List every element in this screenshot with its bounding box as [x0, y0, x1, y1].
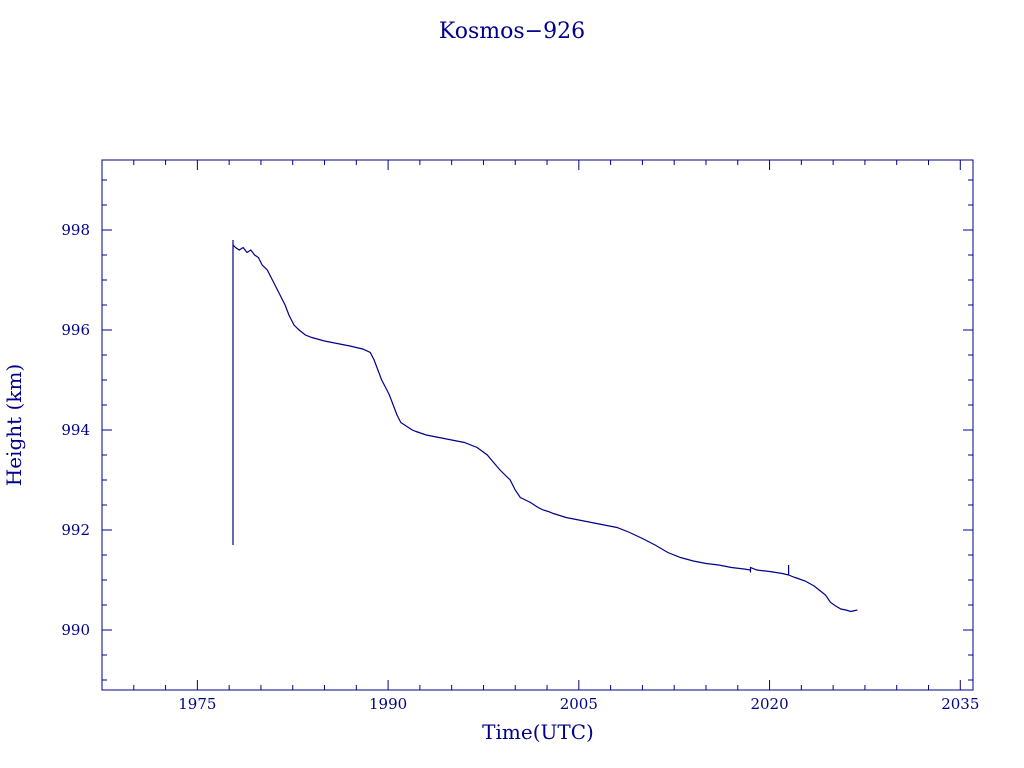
x-tick-label: 1975 — [178, 695, 216, 713]
x-tick-label: 2020 — [750, 695, 788, 713]
plot-frame — [101, 159, 974, 691]
series-group — [232, 240, 858, 613]
chart-title: Kosmos−926 — [439, 19, 585, 44]
y-tick-label: 992 — [61, 521, 90, 539]
y-axis-label: Height (km) — [2, 364, 26, 486]
y-tick-label: 994 — [61, 421, 90, 439]
x-tick-label: 1990 — [369, 695, 407, 713]
y-tick-label: 996 — [61, 321, 90, 339]
tick-labels: 1975 1990 2005 2020 2035 990 992 994 996 998 — [61, 221, 979, 713]
x-tick-label: 2005 — [560, 695, 598, 713]
y-tick-label: 990 — [61, 621, 90, 639]
y-tick-label: 998 — [61, 221, 90, 239]
axis-ticks — [101, 160, 973, 690]
x-axis-label: Time(UTC) — [482, 720, 594, 744]
x-tick-label: 2035 — [941, 695, 979, 713]
series-line-0 — [232, 240, 858, 613]
